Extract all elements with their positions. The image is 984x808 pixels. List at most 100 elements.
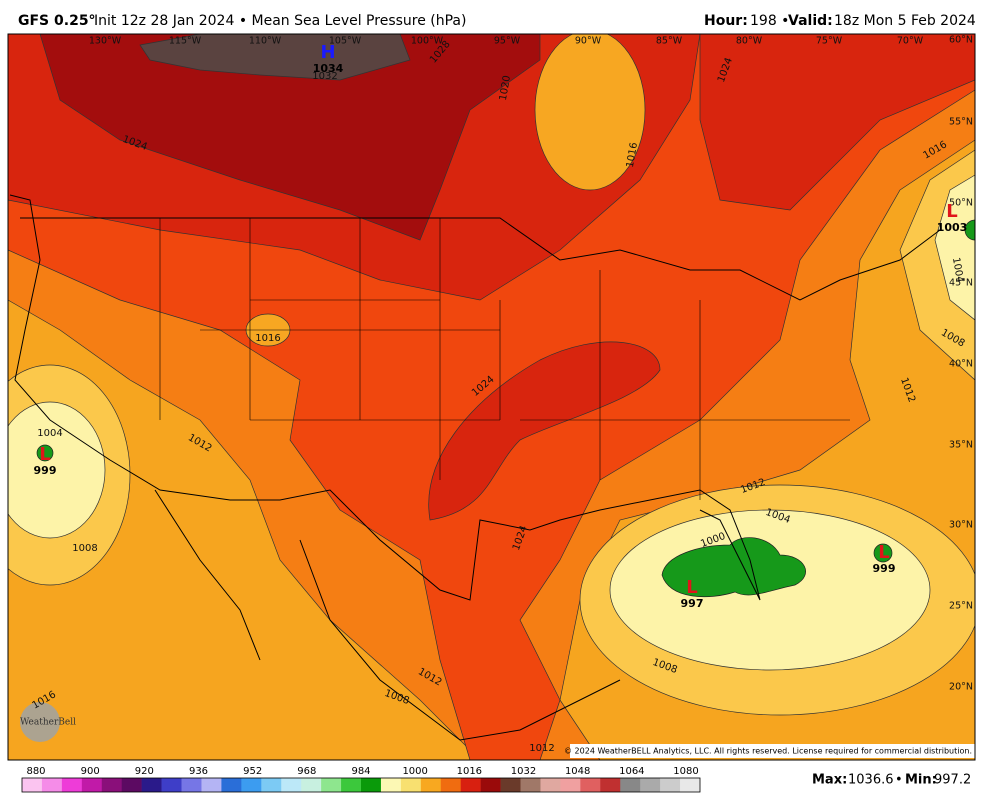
colorbar-swatch [341, 778, 362, 792]
map-frame [7, 33, 976, 761]
colorbar-tick-label: 968 [297, 766, 316, 777]
center-value: 1034 [313, 62, 344, 75]
border-line [20, 217, 941, 301]
isobar-region [8, 401, 106, 539]
copyright: © 2024 WeatherBELL Analytics, LLC. All r… [564, 747, 972, 756]
colorbar-swatch [600, 778, 621, 792]
max-value: 1036.6 [848, 773, 894, 788]
colorbar-swatch [680, 778, 701, 792]
high-core [139, 34, 411, 81]
state-line [159, 218, 850, 500]
colorbar-swatch [181, 778, 202, 792]
colorbar-swatch [141, 778, 162, 792]
hour-label: Hour: [704, 13, 748, 29]
colorbar-swatch [640, 778, 661, 792]
colorbar-swatch [22, 778, 43, 792]
colorbar-swatch [520, 778, 541, 792]
center-symbol: L [878, 542, 889, 563]
colorbar-swatch [201, 778, 222, 792]
colorbar-tick-label: 1064 [619, 766, 644, 777]
center-symbol: H [320, 42, 335, 63]
colorbar-swatch [261, 778, 282, 792]
colorbar-swatch [321, 778, 342, 792]
longitude-label: 70°W [897, 36, 924, 47]
colorbar-tick-label: 1000 [402, 766, 427, 777]
longitude-label: 100°W [411, 36, 444, 47]
colorbar-swatch [161, 778, 182, 792]
colorbar-tick-label: 1032 [511, 766, 536, 777]
isobar-label: 1016 [255, 333, 280, 344]
colorbar-swatch [61, 778, 83, 792]
colorbar-frame [21, 777, 701, 793]
latitude-label: 55°N [949, 117, 973, 128]
colorbar-swatch [480, 778, 501, 792]
latitude-label: 25°N [949, 601, 973, 612]
colorbar-tick-label: 900 [81, 766, 100, 777]
colorbar-tick-label: 952 [243, 766, 262, 777]
colorbar-swatch [400, 778, 422, 792]
model-title: GFS 0.25° [18, 13, 96, 29]
latitude-label: 40°N [949, 359, 973, 370]
logo-mark [20, 702, 60, 742]
latitude-label: 60°N [949, 35, 973, 46]
valid-value: 18z Mon 5 Feb 2024 [834, 13, 976, 29]
run-title: Init 12z 28 Jan 2024 • Mean Sea Level Pr… [94, 13, 466, 29]
isobar-label: 1012 [529, 743, 554, 754]
isobar-region [39, 34, 541, 241]
latitude-label: 45°N [949, 278, 973, 289]
isobar-region [428, 341, 661, 521]
colorbar-swatch [221, 778, 242, 792]
longitude-label: 95°W [494, 36, 521, 47]
separator: • [895, 773, 903, 788]
copyright-box [570, 744, 975, 758]
colorbar-tick-label: 1080 [673, 766, 698, 777]
colorbar-swatch [420, 778, 442, 792]
latitude-label: 20°N [949, 682, 973, 693]
longitude-label: 105°W [329, 36, 362, 47]
longitude-label: 85°W [656, 36, 683, 47]
max-label: Max: [812, 773, 847, 788]
longitude-label: 75°W [816, 36, 843, 47]
colorbar-swatch [81, 778, 103, 792]
colorbar-tick-label: 1016 [457, 766, 482, 777]
colorbar-tick-label: 936 [189, 766, 208, 777]
valid-label: Valid: [788, 13, 833, 29]
colorbar-swatch [121, 778, 142, 792]
coastline [154, 489, 621, 741]
isobar-label: 1020 [498, 75, 513, 102]
colorbar-swatch [41, 778, 63, 792]
longitude-label: 90°W [575, 36, 602, 47]
low-core [873, 543, 893, 563]
colorbar-swatch [380, 778, 402, 792]
low-core [661, 537, 806, 598]
latitude-label: 30°N [949, 520, 973, 531]
isobar-region [699, 34, 975, 211]
colorbar-swatch [101, 778, 123, 792]
isobar-label: 1032 [312, 71, 337, 82]
longitude-label: 130°W [89, 36, 122, 47]
center-value: 1003 [937, 221, 968, 234]
colorbar-swatch [560, 778, 581, 792]
center-value: 997 [681, 597, 704, 610]
colorbar-tick-label: 920 [135, 766, 154, 777]
latitude-label: 50°N [949, 198, 973, 209]
longitude-label: 80°W [736, 36, 763, 47]
center-symbol: L [39, 444, 50, 465]
isobar-region [534, 34, 646, 191]
colorbar-swatch [460, 778, 481, 792]
min-label: Min: [905, 773, 937, 788]
colorbar-swatch [580, 778, 601, 792]
longitude-label: 110°W [249, 36, 282, 47]
latitude-label: 35°N [949, 440, 973, 451]
colorbar-swatch [281, 778, 302, 792]
colorbar-swatch [540, 778, 561, 792]
colorbar-swatch [660, 778, 681, 792]
isobar-label: 1016 [625, 142, 640, 169]
center-value: 999 [873, 562, 896, 575]
colorbar-swatch [301, 778, 322, 792]
low-core [964, 219, 975, 241]
colorbar-tick-label: 1048 [565, 766, 590, 777]
isobar-label: 1004 [950, 257, 965, 284]
center-symbol: L [946, 201, 957, 222]
